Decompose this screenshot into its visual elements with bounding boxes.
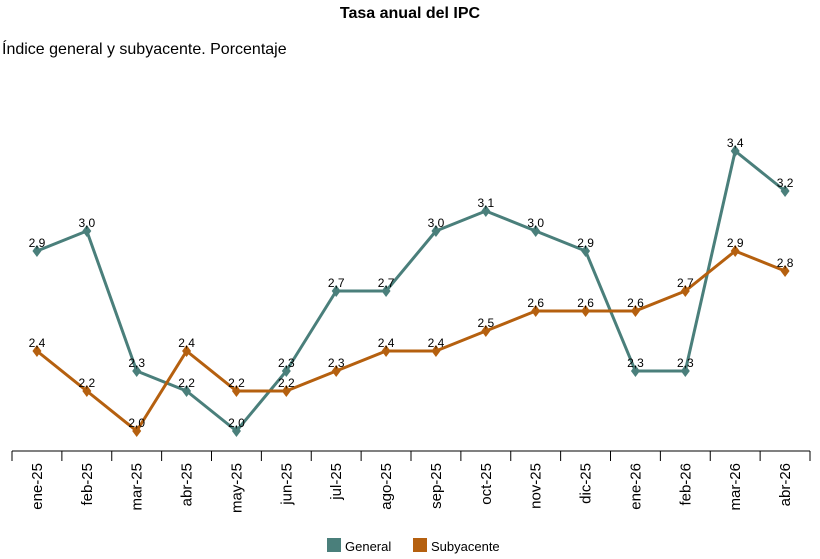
x-tick-label: jun-25 [278,463,295,506]
data-point [331,365,341,377]
data-label: 2,6 [527,296,544,310]
data-label: 2,7 [677,276,694,290]
data-point [581,245,591,257]
data-point [231,385,241,397]
x-tick-label: ene-26 [627,463,644,510]
data-label: 2,8 [777,256,794,270]
data-point [82,385,92,397]
data-label: 2,9 [577,236,594,250]
x-tick-label: mar-26 [727,463,744,511]
data-label: 2,9 [727,236,744,250]
data-label: 2,2 [228,376,245,390]
data-point [32,345,42,357]
x-tick-label: ene-25 [29,463,46,510]
series-line [36,149,787,433]
data-label: 2,3 [328,356,345,370]
x-tick-label: feb-26 [677,463,694,506]
data-point [680,365,690,377]
x-tick-label: sep-25 [428,463,445,509]
legend-item-general: General [327,538,391,554]
series-subyacente: 2,4 2,2 2,0 2,4 2,2 2,2 2,3 2,4 2,4 2,5 2,6 2,6 2,6 2… [29,236,794,437]
x-tick-label: may-25 [228,463,245,513]
data-point [281,365,291,377]
data-point [730,145,740,157]
data-label: 2,3 [278,356,295,370]
data-point [132,365,142,377]
x-tick-label: nov-25 [528,463,545,509]
data-label: 2,7 [378,276,395,290]
data-label: 2,5 [477,316,494,330]
data-label: 2,9 [29,236,46,250]
data-point [780,265,790,277]
data-point [381,285,391,297]
x-axis: ene-25 feb-25 mar-25 abr-25 may-25 jun-25 jul-… [11,450,811,513]
data-point [431,225,441,237]
data-label: 2,6 [627,296,644,310]
data-point [381,345,391,357]
data-point [431,345,441,357]
data-label: 2,7 [328,276,345,290]
data-label: 2,2 [78,376,95,390]
data-point [780,185,790,197]
data-point [281,385,291,397]
data-point [231,425,241,437]
data-label: 2,4 [428,336,445,350]
data-label: 3,0 [428,216,445,230]
x-tick-label: abr-26 [777,463,794,506]
data-label: 2,4 [378,336,395,350]
legend-label: General [345,539,391,554]
data-label: 2,0 [128,416,145,430]
legend-label: Subyacente [431,539,500,554]
plot-area: 2,93,02,32,22,02,32,7 2,73,03,13,02,92,3 2… [29,136,794,437]
x-tick-label: oct-25 [478,463,495,505]
data-point [481,325,491,337]
data-label: 3,0 [78,216,95,230]
x-tick-label: feb-25 [79,463,96,506]
legend: General Subyacente [327,538,500,554]
legend-item-subyacente: Subyacente [413,538,500,554]
data-label: 3,1 [477,196,494,210]
data-point [32,245,42,257]
x-tick-label: abr-25 [179,463,196,506]
data-point [531,305,541,317]
data-label: 2,3 [627,356,644,370]
data-point [730,245,740,257]
data-label: 3,0 [527,216,544,230]
series-line [35,249,786,433]
x-tick-label: mar-25 [129,463,146,511]
data-point [630,365,640,377]
x-tick-label: ago-25 [378,463,395,510]
data-point [581,305,591,317]
data-label: 2,6 [577,296,594,310]
series-general: 2,93,02,32,22,02,32,7 2,73,03,13,02,92,3 2… [29,136,794,437]
data-point [331,285,341,297]
data-point [481,205,491,217]
data-label: 2,3 [128,356,145,370]
data-point [132,425,142,437]
chart-subtitle: Índice general y subyacente. Porcentaje [2,39,287,58]
data-point [630,305,640,317]
data-label: 2,0 [228,416,245,430]
data-label: 3,4 [727,136,744,150]
data-point [182,345,192,357]
data-point [182,385,192,397]
data-point [82,225,92,237]
chart-title: Tasa anual del IPC [340,5,481,22]
x-tick-label: jul-25 [328,463,345,501]
data-label: 2,4 [29,336,46,350]
data-label: 3,2 [777,176,794,190]
data-label: 2,2 [178,376,195,390]
legend-swatch [413,538,427,552]
data-point [531,225,541,237]
x-tick-label: dic-25 [578,463,595,504]
legend-swatch [327,538,341,552]
data-label: 2,4 [178,336,195,350]
data-label: 2,3 [677,356,694,370]
data-label: 2,2 [278,376,295,390]
data-point [680,285,690,297]
